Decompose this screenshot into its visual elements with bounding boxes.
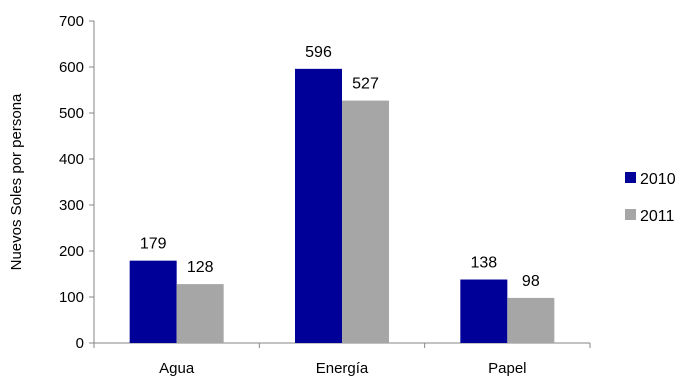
x-tick-label: Energía	[316, 360, 369, 377]
y-tick-label: 500	[59, 105, 84, 122]
y-tick-label: 100	[59, 289, 84, 306]
data-label: 128	[187, 259, 214, 276]
x-tick-label: Agua	[159, 360, 195, 377]
bars	[129, 68, 555, 343]
bar-2011-agua	[176, 284, 224, 343]
legend-swatch-2011	[625, 209, 636, 220]
data-label: 138	[470, 255, 497, 272]
y-tick-label: 300	[59, 197, 84, 214]
data-label: 98	[522, 273, 540, 290]
data-labels: 179 128 596 527 138 98	[140, 44, 540, 290]
data-label: 596	[305, 44, 332, 61]
data-label: 179	[140, 236, 167, 253]
axes: 0 100 200 300 400 500 600 700 Agua Energía Papel	[59, 13, 591, 377]
legend-label-2011: 2011	[640, 208, 675, 225]
y-tick-label: 400	[59, 151, 84, 168]
y-tick-label: 200	[59, 243, 84, 260]
bar-2011-energía	[342, 100, 389, 343]
y-tick-label: 600	[59, 59, 84, 76]
bar-2010-papel	[460, 279, 508, 343]
x-tick-label: Papel	[488, 360, 526, 377]
legend-label-2010: 2010	[640, 171, 676, 188]
bar-2010-energía	[295, 68, 342, 343]
data-label: 527	[352, 76, 379, 93]
legend-swatch-2010	[625, 172, 636, 183]
y-tick-label: 0	[76, 335, 84, 352]
legend: 2010 2011	[625, 171, 676, 225]
bar-2011-papel	[507, 297, 555, 343]
y-axis-title: Nuevos Soles por persona	[8, 93, 25, 270]
y-tick-label: 700	[59, 13, 84, 30]
bar-2010-agua	[129, 260, 177, 343]
